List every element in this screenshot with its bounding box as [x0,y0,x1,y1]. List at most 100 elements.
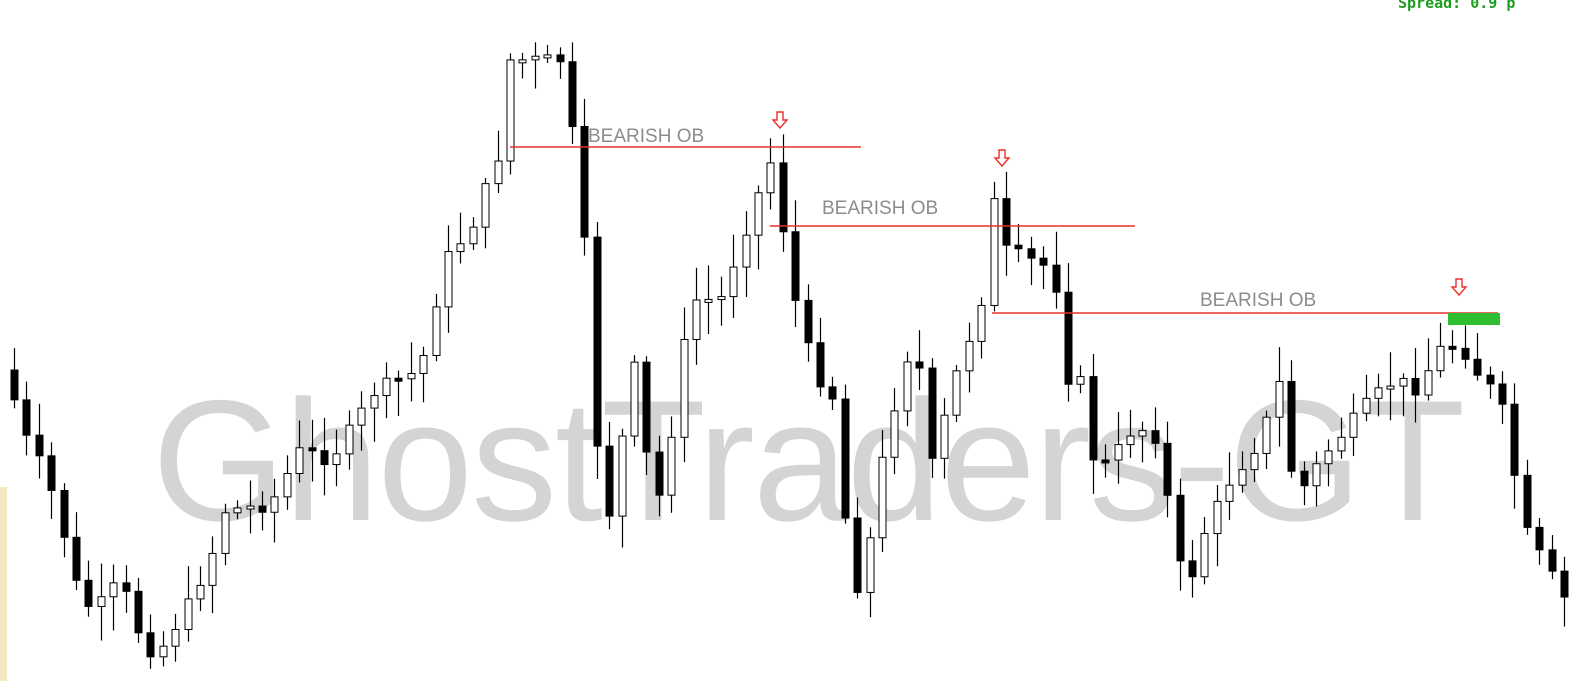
candle-body [22,399,31,436]
order-block-label: BEARISH OB [588,126,704,147]
candle-body [72,536,81,581]
candle-body [1225,484,1234,502]
candle-body [1163,442,1172,496]
candle-body [60,489,69,538]
candle-body [494,160,503,185]
candle-body [667,436,676,496]
candle-body [605,445,614,517]
candle-body [1424,370,1433,396]
candle-body [159,645,168,658]
candle-body [208,552,217,586]
candle-body [308,447,317,452]
candle-body [556,54,565,63]
signal-zone [1448,313,1500,325]
candle-body [1448,345,1457,350]
candle-body [866,537,875,593]
candle-body [1473,358,1482,376]
candle-body [1399,377,1408,387]
candle-body [890,410,899,458]
candle-body [1386,385,1395,390]
candle-body [481,183,490,228]
candle-body [952,370,961,416]
candle-body [1498,383,1507,405]
candle-body [1114,444,1123,461]
candle-body [878,456,887,539]
candle-body [320,450,329,466]
candle-body [742,234,751,268]
candle-body [1535,526,1544,551]
candle-body [10,369,19,401]
candle-body [444,251,453,308]
candle-body [469,226,478,245]
candle-body [618,435,627,517]
order-block-label: BEARISH OB [1200,290,1316,311]
candle-body [1312,463,1321,487]
candle-body [432,306,441,356]
candle-body [370,395,379,409]
candle-body [804,299,813,344]
candle-body [1213,500,1222,535]
candle-body [1548,549,1557,572]
candle-body [928,367,937,459]
candle-body [258,505,267,513]
candle-body [246,505,255,510]
candle-body [171,628,180,647]
candle-body [1200,533,1209,578]
candle-body [35,434,44,457]
candle-body [791,231,800,301]
order-block-label: BEARISH OB [822,198,938,219]
candle-body [1510,403,1519,476]
candle-body [1560,570,1569,598]
candle-body [568,61,577,128]
candle-body [295,447,304,475]
candle-body [1014,244,1023,250]
candle-body [270,496,279,513]
candle-body [1362,397,1371,414]
candle-body [1238,469,1247,486]
candle-body [1486,374,1495,385]
candle-body [1523,474,1532,528]
candle-body [717,296,726,301]
side-panel [0,487,7,681]
candle-body [1436,345,1445,372]
candle-body [828,386,837,400]
candle-body [1287,380,1296,472]
candle-body [816,342,825,388]
candle-body [382,377,391,397]
candle-body [1039,257,1048,266]
candle-body [903,361,912,412]
candle-body [394,377,403,382]
sell-arrow [993,149,1011,168]
candle-body [1188,560,1197,578]
candle-body [704,298,713,303]
candle-body [841,398,850,519]
candle-body [1262,416,1271,454]
candle-body [1101,459,1110,464]
candle-body [593,236,602,447]
candle-body [1126,435,1135,446]
candle-body [146,632,155,658]
candle-body [1374,387,1383,399]
candle-body [1461,347,1470,360]
candle-body [990,198,999,306]
sell-arrow [1450,278,1468,297]
candle-body [1337,436,1346,452]
candle-body [580,126,589,238]
sell-arrow [771,111,789,130]
candle-body [1138,430,1147,437]
candle-body [630,361,639,437]
candle-body [1064,291,1073,385]
candle-body [779,162,788,233]
candle-body [419,354,428,374]
candle-body [518,59,527,64]
candle-body [1411,377,1420,396]
candle-body [407,372,416,380]
candle-body [1052,264,1061,293]
candle-body [184,598,193,630]
candle-body [940,414,949,459]
candle-body [531,55,540,61]
candle-body [109,582,118,598]
candle-body [97,596,106,607]
candle-body [543,54,552,59]
candle-body [1300,470,1309,487]
